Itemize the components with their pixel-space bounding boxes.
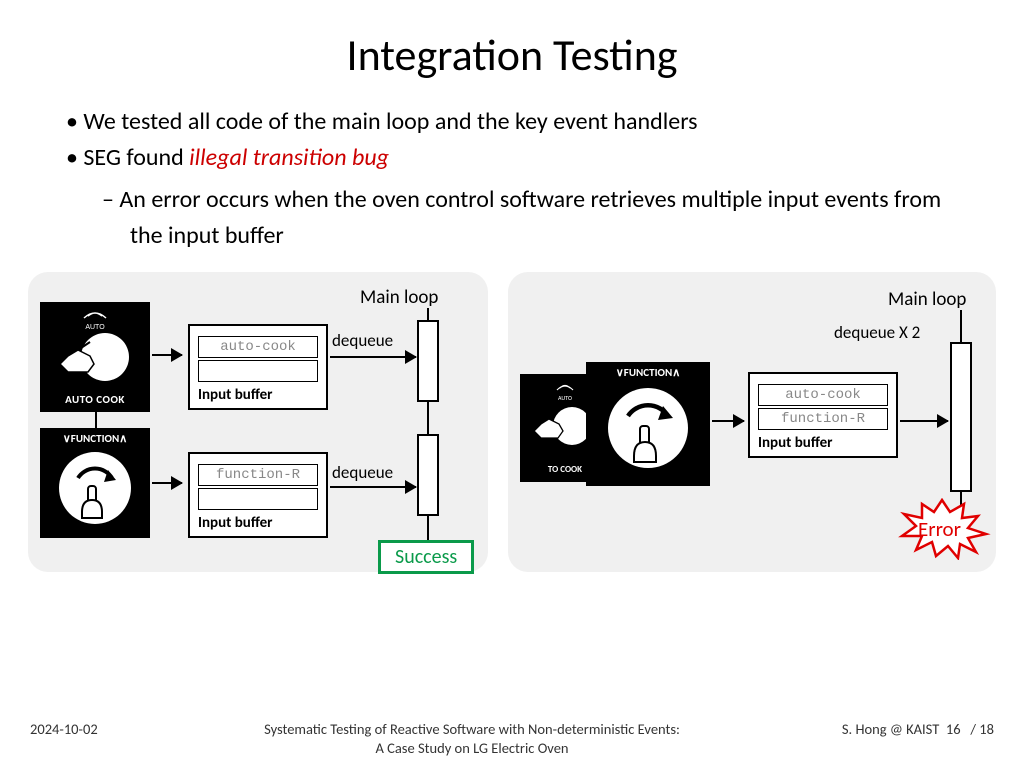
buffer-slot: function-R bbox=[198, 464, 318, 486]
mainloop-label: Main loop bbox=[360, 286, 438, 309]
footer-title-line2: A Case Study on LG Electric Oven bbox=[375, 739, 568, 757]
oven-autocook-icon: AUTO AUTO COOK bbox=[40, 302, 150, 412]
bullet-2-sub: An error occurs when the oven control so… bbox=[130, 182, 964, 254]
function-label: ∨FUNCTION∧ bbox=[586, 366, 710, 379]
footer-title-line1: Systematic Testing of Reactive Software … bbox=[264, 720, 680, 738]
buffer-slot-empty: . bbox=[198, 488, 318, 510]
bullet-1: We tested all code of the main loop and … bbox=[90, 104, 964, 140]
success-badge: Success bbox=[378, 540, 474, 574]
arrow-icon bbox=[330, 356, 416, 358]
svg-text:TO COOK: TO COOK bbox=[548, 464, 582, 475]
arrow-icon bbox=[152, 354, 182, 356]
mainloop-box bbox=[417, 434, 439, 516]
autocook-label: AUTO COOK bbox=[40, 393, 150, 406]
buffer-slot-empty: . bbox=[198, 360, 318, 382]
input-buffer-1: auto-cook . Input buffer bbox=[188, 324, 328, 410]
svg-text:AUTO: AUTO bbox=[558, 394, 572, 402]
mainloop-box bbox=[950, 342, 972, 492]
buffer-slot: auto-cook bbox=[198, 336, 318, 358]
dequeue-label: dequeue bbox=[332, 462, 393, 483]
connector-line bbox=[95, 412, 97, 428]
left-panel: AUTO AUTO COOK ∨FUNCTION∧ bbox=[28, 272, 488, 572]
buffer-label: Input buffer bbox=[758, 434, 888, 452]
footer-total: 18 bbox=[979, 720, 994, 738]
slide-footer: 2024-10-02 Systematic Testing of Reactiv… bbox=[0, 720, 1024, 758]
function-label: ∨FUNCTION∧ bbox=[40, 432, 150, 445]
bullet-2: SEG found illegal transition bug An erro… bbox=[90, 140, 964, 254]
error-label: Error bbox=[918, 516, 961, 542]
footer-page: 16 bbox=[946, 720, 961, 738]
bullet-2-pre: SEG found bbox=[83, 143, 189, 172]
oven-function-icon: ∨FUNCTION∧ bbox=[40, 428, 150, 538]
dequeue-label: dequeue X 2 bbox=[834, 322, 920, 343]
buffer-label: Input buffer bbox=[198, 514, 318, 532]
bullet-list: We tested all code of the main loop and … bbox=[0, 104, 1024, 254]
buffer-slot: function-R bbox=[758, 408, 888, 430]
buffer-label: Input buffer bbox=[198, 386, 318, 404]
bullet-2-emph: illegal transition bug bbox=[189, 143, 389, 172]
oven-function-icon: ∨FUNCTION∧ bbox=[586, 362, 710, 486]
footer-title: Systematic Testing of Reactive Software … bbox=[150, 720, 794, 758]
mainloop-label: Main loop bbox=[888, 288, 966, 311]
dequeue-label: dequeue bbox=[332, 330, 393, 351]
arrow-icon bbox=[900, 420, 948, 422]
input-buffer-2: function-R . Input buffer bbox=[188, 452, 328, 538]
arrow-icon bbox=[712, 420, 744, 422]
slide-title: Integration Testing bbox=[0, 0, 1024, 104]
arrow-icon bbox=[152, 482, 182, 484]
right-panel: AUTO TO COOK ∨FUNCTION∧ bbox=[508, 272, 996, 572]
footer-author: S. Hong @ KAIST bbox=[842, 720, 939, 738]
mainloop-box bbox=[417, 320, 439, 402]
footer-right: S. Hong @ KAIST 16 / 18 bbox=[794, 720, 994, 738]
buffer-slot: auto-cook bbox=[758, 384, 888, 406]
svg-text:AUTO: AUTO bbox=[85, 324, 105, 331]
input-buffer: auto-cook function-R Input buffer bbox=[748, 372, 898, 458]
diagram-panels: AUTO AUTO COOK ∨FUNCTION∧ bbox=[0, 254, 1024, 572]
footer-sep: / bbox=[970, 720, 976, 738]
footer-date: 2024-10-02 bbox=[30, 720, 150, 738]
arrow-icon bbox=[330, 486, 416, 488]
